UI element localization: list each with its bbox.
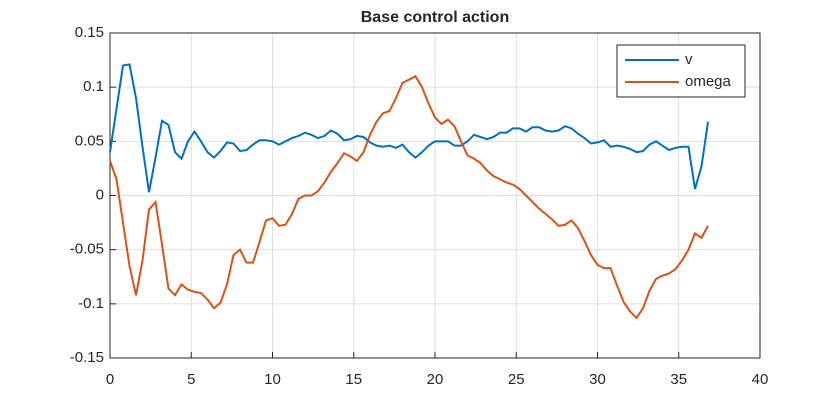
y-tick-label: -0.15 xyxy=(70,349,104,366)
legend-label: v xyxy=(685,51,693,68)
y-tick-label: -0.05 xyxy=(70,241,104,258)
y-tick-label: 0.15 xyxy=(75,24,104,41)
y-tick-label: -0.1 xyxy=(78,295,104,312)
plot-frame xyxy=(109,32,761,359)
x-tick-label: 5 xyxy=(187,371,195,388)
chart-title: Base control action xyxy=(361,9,509,26)
x-tick-label: 35 xyxy=(670,371,687,388)
line-series xyxy=(109,75,709,320)
x-tick-label: 20 xyxy=(427,371,444,388)
legend-label: omega xyxy=(685,73,732,90)
x-tick-label: 0 xyxy=(106,371,114,388)
x-tick-label: 40 xyxy=(752,371,769,388)
x-tick-label: 10 xyxy=(264,371,281,388)
legend-box xyxy=(616,44,746,98)
x-tick-label: 25 xyxy=(508,371,525,388)
y-tick-label: 0.1 xyxy=(83,78,104,95)
y-tick-label: 0 xyxy=(96,186,104,203)
x-tick-label: 30 xyxy=(589,371,606,388)
line-series xyxy=(109,63,709,193)
x-tick-label: 15 xyxy=(345,371,362,388)
y-tick-label: 0.05 xyxy=(75,132,104,149)
